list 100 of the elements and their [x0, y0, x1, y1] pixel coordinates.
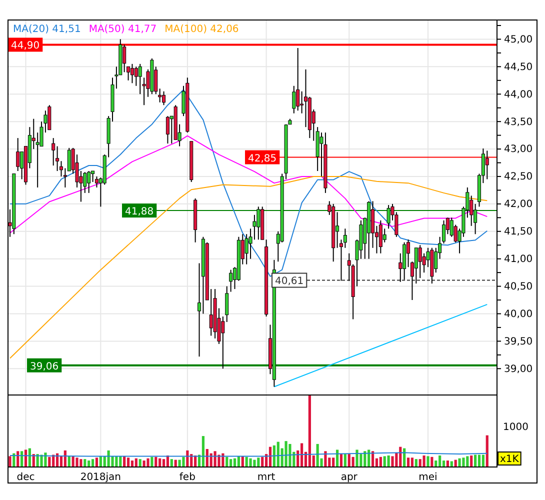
bar [406, 458, 410, 467]
y-tick-label: 44,50 [504, 62, 533, 73]
ref-line-label: 44,90 [11, 40, 40, 52]
bar [253, 460, 256, 467]
bar [162, 459, 166, 467]
bar [486, 435, 488, 467]
bar [410, 458, 414, 467]
bar [142, 460, 146, 467]
candlestick [67, 147, 71, 172]
candlestick [158, 88, 162, 103]
line-series [9, 89, 488, 277]
bar [150, 456, 154, 467]
bar [383, 456, 386, 467]
bar [126, 458, 130, 467]
candlestick [229, 269, 233, 292]
bar [88, 460, 90, 467]
y-tick-label: 40,00 [504, 308, 533, 320]
ref-line-label: 42,85 [248, 153, 277, 164]
candlestick [386, 204, 390, 230]
candlestick [256, 206, 260, 240]
bar [226, 456, 228, 467]
text: MA(50) 41,77 [88, 24, 157, 35]
bar [348, 454, 350, 467]
bar [76, 458, 78, 467]
bar [288, 444, 292, 467]
bar [470, 455, 473, 467]
bar [379, 456, 382, 467]
y-tick-label: 41,50 [504, 226, 533, 238]
candlestick [296, 48, 300, 112]
y-tick-label: 44,00 [504, 89, 533, 100]
x-tick-label: mei [418, 472, 438, 484]
candlestick [418, 244, 422, 279]
candlestick [48, 104, 52, 130]
x-tick-label: apr [340, 472, 358, 484]
bar [214, 451, 216, 467]
x-tick-label: mrt [257, 472, 276, 484]
bar [316, 444, 319, 467]
bar [482, 454, 484, 467]
bar [466, 456, 469, 467]
candlestick [130, 63, 134, 84]
y-tick-label: 43,50 [504, 116, 533, 128]
ref-line-label: 39,06 [30, 361, 59, 372]
candlestick [162, 90, 166, 106]
y-tick-label: 39,50 [504, 336, 533, 348]
bar [218, 454, 220, 467]
text: x1K [500, 454, 520, 465]
y-tick-label: 42,50 [504, 172, 533, 183]
bar [418, 459, 422, 467]
bar [356, 450, 358, 467]
candlestick [343, 228, 347, 248]
bar [450, 461, 453, 467]
bar [422, 455, 426, 467]
bar [438, 455, 442, 467]
bar [84, 459, 86, 467]
bar [154, 456, 158, 467]
bar [446, 460, 450, 467]
bar [48, 456, 51, 467]
bar [344, 454, 346, 467]
ref-line-label: 40,61 [275, 276, 304, 288]
bar [91, 459, 94, 467]
bar [276, 442, 280, 467]
bar [230, 459, 232, 467]
bar [130, 460, 134, 467]
bar [170, 459, 173, 467]
candlestick [414, 247, 418, 284]
bar [95, 458, 98, 467]
line-series [9, 176, 488, 359]
candlestick [434, 247, 438, 274]
candlestick [485, 150, 489, 180]
y-tick-label: 41,00 [504, 254, 533, 266]
candlestick [52, 138, 56, 166]
text: 1000 [503, 422, 528, 433]
candlestick [87, 170, 91, 194]
y-tick-label: 43,00 [504, 144, 533, 156]
bar [352, 456, 354, 467]
bar [182, 456, 185, 467]
bar [178, 460, 181, 467]
candlestick [292, 85, 296, 114]
bar [40, 454, 43, 467]
bar [202, 436, 205, 467]
x-tick-label: feb [179, 472, 196, 484]
candlestick [382, 228, 386, 243]
candlestick [16, 138, 20, 172]
candlestick [134, 66, 138, 86]
bar [462, 458, 465, 467]
bar [249, 458, 252, 467]
bar [80, 459, 82, 467]
bar [474, 454, 477, 467]
candlestick [138, 63, 142, 95]
y-tick-label: 42,00 [504, 199, 533, 210]
bar [284, 441, 288, 467]
bar [44, 452, 47, 467]
y-tick-label: 40,50 [504, 281, 533, 292]
bar [478, 454, 481, 467]
y-tick-label: 39,00 [504, 364, 533, 375]
x-tick-label: 2018jan [80, 472, 122, 484]
candlestick [166, 116, 170, 144]
candlestick [94, 176, 98, 188]
bar [324, 451, 327, 467]
bar [300, 443, 304, 467]
